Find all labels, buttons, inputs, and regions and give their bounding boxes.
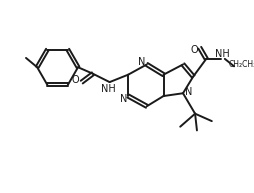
Text: N: N — [119, 94, 127, 104]
Text: O: O — [189, 45, 197, 55]
Text: NH: NH — [214, 49, 229, 59]
Text: CH₂CH₃: CH₂CH₃ — [227, 60, 254, 69]
Text: NH: NH — [101, 84, 116, 94]
Text: N: N — [184, 87, 192, 97]
Text: O: O — [71, 75, 79, 85]
Text: N: N — [138, 57, 145, 67]
